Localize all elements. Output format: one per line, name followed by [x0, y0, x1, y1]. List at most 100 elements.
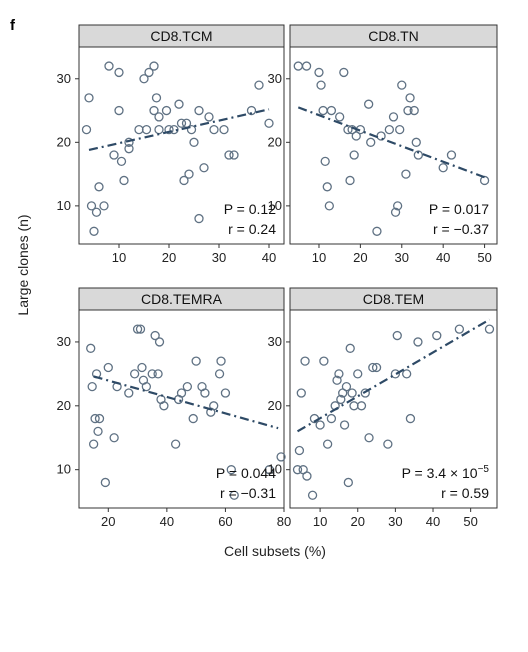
data-point [214, 369, 225, 379]
data-point [339, 420, 350, 430]
data-point [432, 330, 442, 341]
x-tick-label: 10 [313, 514, 327, 529]
data-point [114, 105, 124, 116]
data-point [349, 401, 359, 411]
data-point [336, 394, 346, 405]
plot-frame [289, 309, 498, 509]
data-point [182, 381, 193, 392]
x-tick-label: 10 [112, 250, 126, 265]
y-tick-label: 20 [57, 134, 71, 149]
data-point [194, 105, 204, 116]
r-value-label: r = 0.24 [228, 221, 276, 237]
data-point [300, 356, 310, 366]
data-point [264, 118, 274, 128]
data-point [411, 137, 421, 147]
x-tick-label: 40 [436, 250, 450, 265]
data-point [149, 61, 159, 71]
x-tick-label: 20 [351, 514, 365, 529]
r-value-label: r = 0.59 [441, 485, 489, 501]
x-tick-label: 30 [212, 250, 226, 265]
data-point [216, 356, 226, 366]
x-tick-label: 50 [463, 514, 477, 529]
trend-line [296, 318, 491, 433]
data-point [276, 452, 286, 462]
data-point [129, 369, 140, 379]
data-point [169, 124, 179, 135]
data-point [229, 150, 239, 160]
data-point [150, 330, 160, 341]
y-tick-label: 30 [57, 71, 71, 86]
data-point [109, 150, 119, 160]
data-point [86, 343, 96, 353]
data-point [188, 413, 198, 424]
y-tick-label: 30 [268, 334, 282, 349]
y-tick-label: 10 [268, 462, 282, 477]
data-point [454, 324, 465, 334]
plot-frame [78, 46, 285, 245]
data-point [124, 388, 134, 398]
p-value-label: P = 3.4 × 10−5 [402, 464, 490, 481]
data-point [154, 124, 164, 135]
data-point [388, 112, 399, 122]
data-point [446, 150, 457, 160]
data-point [254, 80, 264, 90]
data-point [84, 93, 94, 103]
data-point [229, 490, 239, 500]
data-point [88, 439, 99, 449]
data-point [403, 105, 413, 116]
r-value-label: r = −0.37 [433, 221, 489, 237]
data-point [341, 381, 352, 392]
p-value-label: P = 0.044 [216, 465, 276, 481]
data-point [364, 433, 374, 443]
data-point [343, 477, 353, 488]
data-point [392, 330, 402, 341]
data-point [135, 324, 146, 334]
data-point [409, 105, 419, 116]
data-point [360, 388, 370, 398]
x-tick-label: 20 [353, 250, 367, 265]
data-point [224, 150, 234, 160]
data-point [324, 201, 334, 211]
data-point [347, 388, 357, 398]
y-tick-label: 20 [268, 134, 282, 149]
x-tick-label: 50 [477, 250, 491, 265]
data-point [307, 490, 318, 500]
data-point [94, 413, 105, 424]
data-point [479, 175, 490, 186]
data-point [159, 401, 169, 411]
data-point [296, 388, 306, 398]
data-point [141, 124, 152, 135]
data-point [164, 124, 174, 135]
data-point [199, 163, 209, 173]
data-point [149, 105, 159, 116]
scatter-panel: CD8.TEM 10 20 30 40 50 10 20 30 P = 3.4 × 10−5 r =… [268, 287, 498, 529]
x-tick-label: 30 [388, 514, 402, 529]
data-point [179, 175, 189, 186]
x-tick-label: 20 [162, 250, 176, 265]
y-tick-label: 20 [57, 398, 71, 413]
data-point [220, 388, 231, 398]
data-point [292, 465, 303, 475]
data-point [151, 93, 162, 103]
data-point [405, 413, 416, 424]
data-point [87, 381, 97, 392]
panel-title: CD8.TEMRA [141, 291, 223, 307]
data-point [413, 337, 423, 347]
data-point [339, 67, 349, 78]
data-point [124, 137, 134, 147]
y-tick-label: 10 [57, 198, 71, 213]
p-value-label: P = 0.12 [224, 201, 277, 217]
data-point [383, 439, 393, 449]
data-point [103, 362, 113, 373]
data-point [345, 343, 355, 353]
data-point [139, 74, 149, 84]
x-tick-label: 40 [160, 514, 174, 529]
x-tick-label: 80 [277, 514, 291, 529]
data-point [319, 356, 329, 366]
data-point [384, 124, 395, 135]
data-point [200, 388, 210, 398]
data-point [204, 112, 214, 122]
data-point [89, 226, 99, 236]
trend-line [88, 108, 270, 152]
data-point [326, 413, 337, 424]
